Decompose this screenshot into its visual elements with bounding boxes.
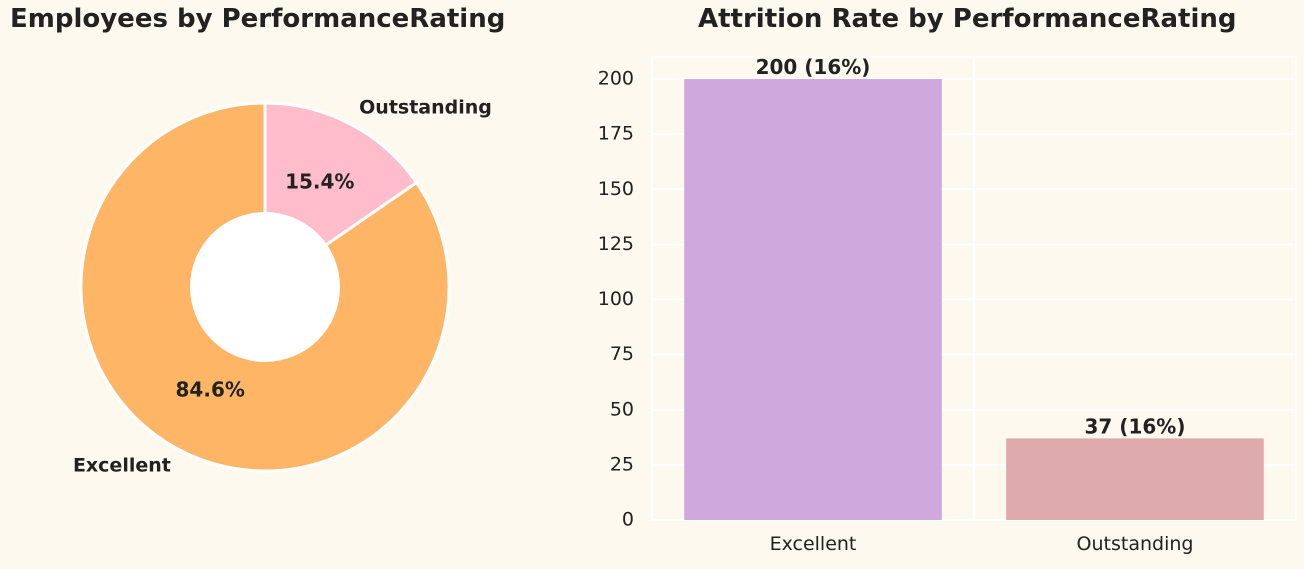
- bar-chart-title: Attrition Rate by PerformanceRating: [698, 4, 1237, 34]
- pie-category-label: Outstanding: [359, 96, 492, 118]
- donut-hole: [190, 212, 340, 362]
- y-tick-label: 25: [610, 453, 634, 475]
- pie-percent-label: 15.4%: [285, 169, 354, 193]
- y-tick-label: 75: [610, 343, 634, 365]
- bar-value-label: 37 (16%): [1085, 414, 1186, 438]
- y-tick-label: 0: [622, 509, 634, 531]
- bar-excellent: [684, 79, 942, 521]
- x-tick-label: Excellent: [770, 533, 857, 555]
- bar-value-label: 200 (16%): [756, 55, 871, 79]
- pie-percent-label: 84.6%: [176, 378, 245, 402]
- y-tick-label: 100: [598, 288, 634, 310]
- pie-chart: 15.4% Outstanding 84.6% Excellent: [73, 96, 492, 477]
- y-tick-label: 125: [598, 233, 634, 255]
- pie-category-label: Excellent: [73, 455, 171, 477]
- y-tick-label: 50: [610, 398, 634, 420]
- bar-outstanding: [1006, 438, 1264, 520]
- y-tick-label: 175: [598, 123, 634, 145]
- pie-slice-excellent: [79, 101, 451, 473]
- pie-chart-title: Employees by PerformanceRating: [10, 4, 506, 34]
- y-tick-label: 200: [598, 68, 634, 90]
- x-tick-label: Outstanding: [1077, 533, 1194, 555]
- y-tick-label: 150: [598, 178, 634, 200]
